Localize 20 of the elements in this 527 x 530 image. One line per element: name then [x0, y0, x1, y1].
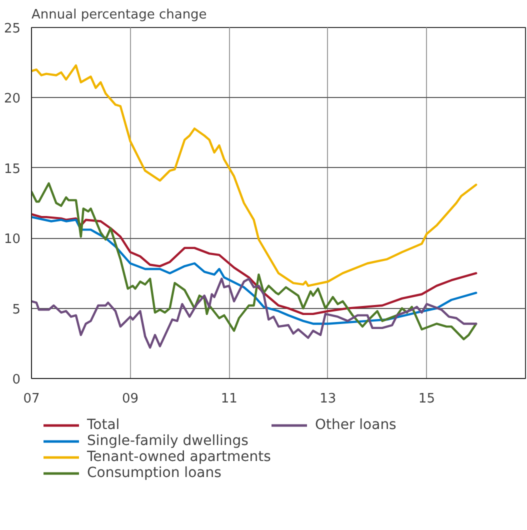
line-series — [32, 182, 478, 340]
legend-label: Tenant-owned apartments — [87, 449, 271, 465]
y-tick-label: 15 — [4, 162, 21, 177]
y-tick-label: 5 — [12, 302, 21, 318]
x-tick-label: 11 — [220, 392, 238, 406]
y-axis-title: Annual percentage change — [32, 8, 207, 22]
line-series — [32, 278, 478, 349]
x-tick-label: 09 — [122, 392, 139, 406]
x-tick-label: 15 — [418, 392, 435, 406]
legend-label: Consumption loans — [87, 465, 222, 481]
line-series — [32, 64, 478, 287]
y-tick-label: 0 — [12, 372, 21, 388]
legend-label: Other loans — [314, 417, 396, 433]
x-tick-label: 13 — [320, 392, 336, 406]
y-tick-label: 25 — [4, 22, 21, 36]
legend-label: Total — [87, 417, 120, 433]
x-tick-label: 07 — [23, 392, 40, 406]
y-tick-label: 10 — [4, 232, 21, 248]
y-tick-label: 20 — [4, 92, 21, 107]
legend-label: Single-family dwellings — [87, 433, 248, 449]
